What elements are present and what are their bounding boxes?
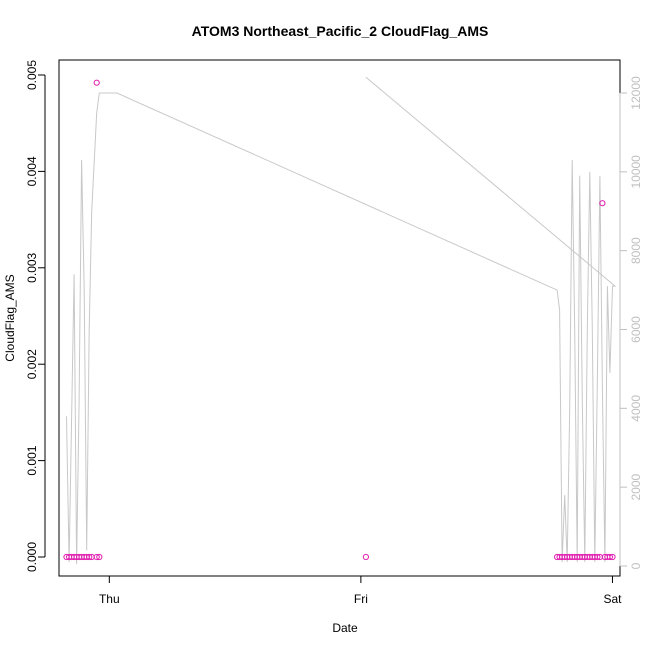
series-line <box>66 76 617 565</box>
data-point <box>594 553 601 561</box>
series-line-layer <box>66 76 617 565</box>
left-tick-label: 0.002 <box>25 349 39 379</box>
x-tick-label: Fri <box>354 592 368 606</box>
y-axis-label: CloudFlag_AMS <box>3 274 17 361</box>
right-tick-label: 10000 <box>629 155 643 189</box>
x-axis: Thu Fri Sat <box>99 576 622 606</box>
right-tick-label: 4000 <box>629 395 643 422</box>
right-tick-label: 2000 <box>629 473 643 500</box>
data-point <box>93 553 100 561</box>
left-tick-label: 0.001 <box>25 445 39 475</box>
left-tick-label: 0.000 <box>25 542 39 572</box>
right-tick-label: 8000 <box>629 237 643 264</box>
data-point <box>599 200 606 207</box>
data-point <box>609 553 616 561</box>
x-tick-label: Sat <box>603 592 622 606</box>
data-point <box>93 79 100 86</box>
right-tick-label: 6000 <box>629 316 643 343</box>
data-point <box>96 553 103 561</box>
x-axis-label: Date <box>332 621 358 635</box>
right-tick-label: 12000 <box>629 76 643 110</box>
data-point <box>362 553 369 561</box>
data-point <box>606 553 614 561</box>
data-point <box>86 553 93 561</box>
left-tick-label: 0.005 <box>25 60 39 90</box>
series-point-layer <box>63 79 616 561</box>
left-tick-label: 0.003 <box>25 252 39 282</box>
right-tick-label: 0 <box>629 562 643 569</box>
chart-title: ATOM3 Northeast_Pacific_2 CloudFlag_AMS <box>192 23 489 39</box>
x-tick-label: Thu <box>99 592 120 606</box>
left-tick-label: 0.004 <box>25 156 39 186</box>
right-y-axis: 0 2000 4000 6000 8000 10000 12000 <box>619 76 643 569</box>
left-y-axis: 0.000 0.001 0.002 0.003 0.004 0.005 <box>25 60 46 572</box>
plot-frame <box>58 59 621 577</box>
